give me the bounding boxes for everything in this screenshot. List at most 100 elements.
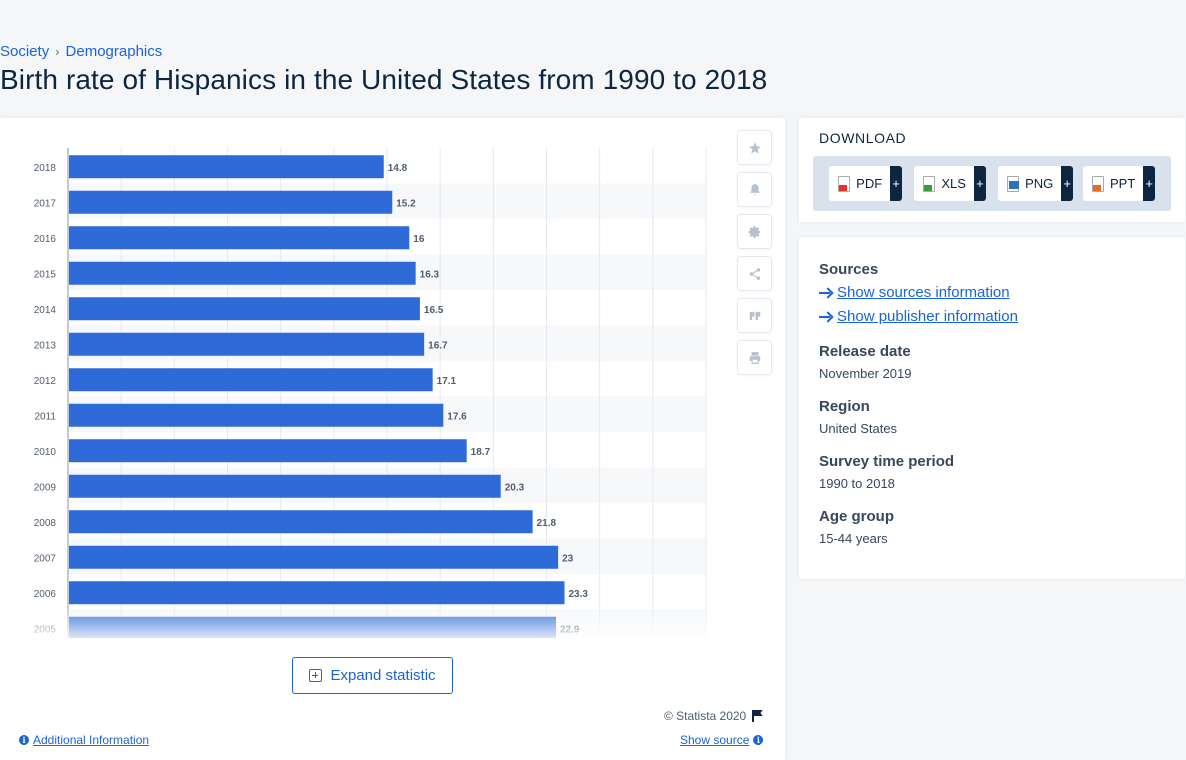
bar-2007[interactable] bbox=[69, 545, 559, 569]
download-ppt-label: PPT bbox=[1110, 176, 1136, 191]
bar-2006[interactable] bbox=[69, 581, 565, 605]
region-label: Region bbox=[819, 398, 870, 415]
download-pdf-button[interactable]: PDF + bbox=[829, 166, 902, 201]
favorite-star-icon bbox=[748, 141, 761, 154]
info-circle-icon: i bbox=[753, 735, 764, 745]
y-tick-label: 2015 bbox=[34, 269, 57, 280]
show-publisher-link[interactable]: Show publisher information bbox=[819, 308, 1018, 325]
sources-label: Sources bbox=[819, 261, 879, 278]
pdf-file-icon bbox=[838, 175, 851, 192]
y-tick-label: 2007 bbox=[34, 553, 57, 564]
expand-statistic-label: Expand statistic bbox=[330, 667, 436, 684]
data-label: 18.7 bbox=[471, 447, 491, 458]
data-label: 16.5 bbox=[424, 305, 444, 316]
data-label: 14.8 bbox=[388, 163, 408, 174]
chart-tools bbox=[737, 130, 773, 382]
bar-2005[interactable] bbox=[69, 616, 557, 638]
y-tick-label: 2012 bbox=[34, 376, 57, 387]
bar-2010[interactable] bbox=[69, 439, 467, 463]
breadcrumb-demographics-link[interactable]: Demographics bbox=[65, 43, 163, 60]
show-sources-link[interactable]: Show sources information bbox=[819, 284, 1010, 301]
download-card: DOWNLOAD PDF + XLS + PNG + PPT + bbox=[799, 118, 1185, 222]
expand-plus-icon bbox=[309, 669, 323, 682]
data-label: 16.7 bbox=[428, 340, 448, 351]
y-tick-label: 2006 bbox=[34, 589, 57, 600]
notification-bell-icon bbox=[749, 183, 760, 195]
copyright-text: © Statista 2020 bbox=[664, 709, 747, 723]
breadcrumb-separator: › bbox=[55, 44, 60, 59]
flag-icon[interactable] bbox=[752, 710, 763, 722]
png-file-icon bbox=[1007, 175, 1020, 192]
download-xls-button[interactable]: XLS + bbox=[914, 166, 986, 201]
release-date-value: November 2019 bbox=[819, 366, 912, 381]
cite-quote-icon bbox=[749, 311, 760, 320]
bar-2015[interactable] bbox=[69, 261, 416, 285]
bar-2014[interactable] bbox=[69, 297, 420, 321]
print-button[interactable] bbox=[737, 340, 772, 375]
download-pdf-plus[interactable]: + bbox=[890, 166, 902, 201]
y-tick-label: 2013 bbox=[34, 340, 57, 351]
y-tick-label: 2014 bbox=[34, 305, 57, 316]
bar-2013[interactable] bbox=[69, 332, 425, 356]
bar-2008[interactable] bbox=[69, 510, 533, 534]
y-tick-label: 2016 bbox=[34, 234, 57, 245]
y-tick-label: 2010 bbox=[34, 447, 57, 458]
data-label: 16 bbox=[413, 234, 425, 245]
data-label: 21.8 bbox=[537, 518, 557, 529]
show-sources-label: Show sources information bbox=[837, 284, 1010, 301]
y-tick-label: 2017 bbox=[34, 198, 57, 209]
share-icon bbox=[749, 267, 760, 280]
settings-button[interactable] bbox=[737, 214, 772, 249]
bar-chart: 2018 14.8 2017 15.2 2016 16 2015 16.3 2014 16.5 20… bbox=[34, 148, 707, 638]
bar-2018[interactable] bbox=[69, 155, 384, 179]
bar-2016[interactable] bbox=[69, 226, 410, 250]
data-label: 23.3 bbox=[569, 589, 589, 600]
breadcrumb-society-link[interactable]: Society bbox=[0, 43, 50, 60]
data-label: 17.6 bbox=[447, 411, 467, 422]
y-tick-label: 2009 bbox=[34, 482, 57, 493]
y-tick-label: 2018 bbox=[34, 163, 57, 174]
bar-2011[interactable] bbox=[69, 403, 444, 427]
expand-statistic-button[interactable]: Expand statistic bbox=[292, 657, 453, 694]
data-label: 23 bbox=[562, 553, 574, 564]
share-button[interactable] bbox=[737, 256, 772, 291]
download-ppt-button[interactable]: PPT + bbox=[1083, 166, 1155, 201]
download-png-label: PNG bbox=[1025, 176, 1054, 191]
download-title: DOWNLOAD bbox=[819, 130, 907, 146]
download-strip: PDF + XLS + PNG + PPT + bbox=[813, 156, 1171, 211]
y-tick-label: 2008 bbox=[34, 518, 57, 529]
download-png-button[interactable]: PNG + bbox=[998, 166, 1073, 201]
info-circle-icon: i bbox=[19, 735, 29, 745]
additional-information-link[interactable]: i Additional Information bbox=[19, 733, 149, 747]
download-xls-plus[interactable]: + bbox=[973, 166, 986, 201]
print-icon bbox=[749, 351, 760, 364]
breadcrumb: Society › Demographics bbox=[0, 43, 162, 60]
download-ppt-plus[interactable]: + bbox=[1143, 166, 1155, 201]
chart-area: 2018 14.8 2017 15.2 2016 16 2015 16.3 2014 16.5 20… bbox=[0, 118, 720, 638]
bar-2009[interactable] bbox=[69, 474, 501, 498]
favorite-button[interactable] bbox=[737, 130, 772, 165]
show-source-link[interactable]: Show source i bbox=[680, 733, 764, 747]
download-xls-label: XLS bbox=[941, 176, 966, 191]
data-label: 20.3 bbox=[505, 482, 525, 493]
arrow-right-icon bbox=[819, 312, 833, 322]
y-tick-label: 2005 bbox=[34, 624, 57, 635]
download-png-plus[interactable]: + bbox=[1061, 166, 1073, 201]
show-publisher-label: Show publisher information bbox=[837, 308, 1018, 325]
age-group-label: Age group bbox=[819, 508, 894, 525]
settings-gear-icon bbox=[748, 225, 760, 238]
bar-2017[interactable] bbox=[69, 190, 393, 214]
bar-2012[interactable] bbox=[69, 368, 433, 392]
statistic-info-card: Sources Show sources information Show pu… bbox=[799, 237, 1185, 579]
notification-button[interactable] bbox=[737, 172, 772, 207]
page-title: Birth rate of Hispanics in the United St… bbox=[0, 64, 768, 95]
additional-information-label: Additional Information bbox=[33, 733, 150, 747]
data-label: 17.1 bbox=[437, 376, 457, 387]
region-value: United States bbox=[819, 421, 898, 436]
data-label: 15.2 bbox=[396, 198, 416, 209]
y-tick-label: 2011 bbox=[34, 411, 56, 422]
cite-button[interactable] bbox=[737, 298, 772, 333]
xls-file-icon bbox=[923, 175, 936, 192]
chart-card: 2018 14.8 2017 15.2 2016 16 2015 16.3 2014 16.5 20… bbox=[0, 118, 785, 760]
